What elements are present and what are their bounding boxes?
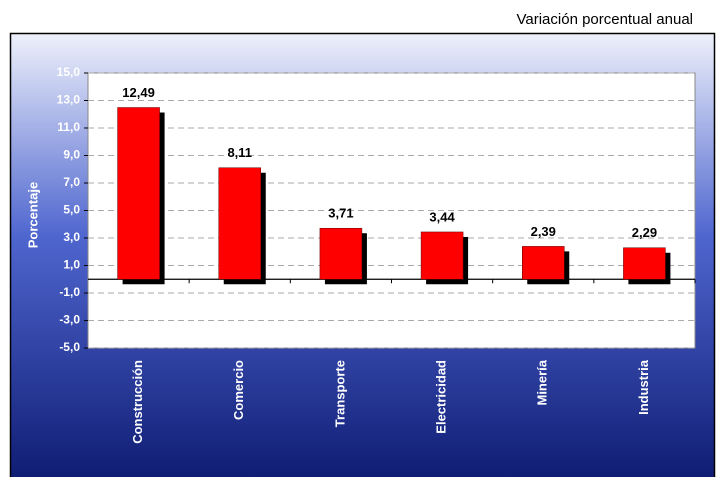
y-tick-label: 7,0 (63, 175, 80, 189)
x-tick-label: Electricidad (434, 360, 449, 434)
chart-subtitle: Variación porcentual anual (516, 11, 693, 28)
data-label: 2,39 (531, 224, 556, 239)
x-tick-label: Industria (636, 359, 651, 415)
y-tick-label: 1,0 (63, 258, 80, 272)
y-tick-label: 9,0 (63, 148, 80, 162)
data-label: 8,11 (227, 145, 252, 160)
data-label: 12,49 (122, 85, 155, 100)
bar (117, 107, 160, 280)
y-tick-label: 15,0 (57, 65, 81, 79)
y-tick-label: -5,0 (59, 340, 80, 354)
y-tick-label: 13,0 (57, 93, 81, 107)
y-tick-label: 11,0 (57, 120, 80, 134)
y-tick-label: 3,0 (63, 230, 80, 244)
y-axis-label: Porcentaje (25, 182, 40, 248)
x-tick-label: Minería (535, 359, 550, 405)
bar (218, 167, 261, 280)
y-tick-label: 5,0 (63, 203, 80, 217)
data-label: 2,29 (632, 225, 657, 240)
x-tick-label: Comercio (231, 360, 246, 420)
y-tick-label: -1,0 (59, 285, 80, 299)
bar (319, 227, 363, 280)
y-tick-label: -3,0 (59, 313, 80, 327)
x-tick-label: Transporte (332, 360, 347, 427)
x-tick-label: Construcción (130, 360, 145, 444)
data-label: 3,44 (429, 209, 455, 224)
bar (522, 246, 565, 280)
data-label: 3,71 (328, 206, 353, 221)
bar (420, 231, 464, 280)
bar (623, 247, 666, 280)
